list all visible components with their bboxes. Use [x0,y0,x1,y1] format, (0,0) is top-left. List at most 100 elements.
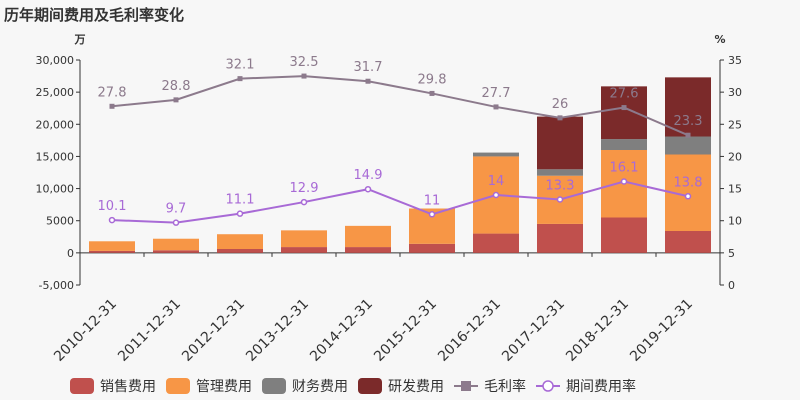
legend-swatch [358,378,382,394]
line-2-data-label: 16.1 [610,161,639,176]
legend-item-2[interactable]: 管理费用 [166,378,252,395]
legend-label: 财务费用 [292,379,348,395]
left-tick-label: 15,000 [36,150,75,163]
left-tick-label: 25,000 [36,86,75,99]
bar-1-2016-12-31 [473,233,519,253]
right-tick-label: 15 [728,183,742,196]
line-1-data-label: 27.8 [98,85,127,100]
legend-label: 毛利率 [484,378,526,395]
right-tick-label: 30 [728,86,742,99]
line-2-point [556,196,564,203]
line-2-point [236,210,244,217]
category-label: 2013-12-31 [243,296,312,365]
line-1-point [621,105,627,111]
category-label: 2012-12-31 [179,296,248,365]
line-1-point [557,115,563,121]
line-1-point [429,90,435,96]
line-2-point [364,185,372,193]
bar-4-2017-12-31 [537,116,583,170]
category-label: 2011-12-31 [115,296,184,365]
bar-2-2014-12-31 [345,225,391,248]
line-2 [111,180,689,224]
line-2-data-label: 11 [424,193,441,208]
line-1-point [365,78,371,84]
legend-label: 销售费用 [100,379,156,395]
line-1-point [173,97,179,103]
bar-1-2017-12-31 [537,223,583,253]
legend-circle-marker [542,380,554,392]
line-1-data-label: 31.7 [354,60,383,75]
legend-label: 研发费用 [388,379,444,395]
bar-3-2017-12-31 [537,169,583,176]
right-tick-label: 20 [728,150,742,163]
bars [89,77,711,253]
line-1 [111,75,689,137]
line-2-point [428,211,436,218]
right-tick-label: 5 [728,247,735,260]
line-2-point [172,219,180,226]
bar-2-2013-12-31 [281,230,327,248]
right-tick-label: 10 [728,215,742,228]
bar-1-2013-12-31 [281,247,327,253]
right-tick-label: 25 [728,118,742,131]
legend-square-marker [461,381,471,391]
category-label: 2019-12-31 [627,296,696,365]
bar-1-2010-12-31 [89,250,135,253]
line-1-point [685,132,691,138]
bar-1-2015-12-31 [409,243,455,253]
left-tick-label: 20,000 [36,118,75,131]
bar-1-2014-12-31 [345,247,391,253]
left-axis-unit: 万 [74,33,86,46]
line-2-point [492,191,500,199]
line-2-data-label: 9.7 [166,202,187,217]
line-2-data-label: 13.3 [546,179,575,194]
category-label: 2017-12-31 [499,296,568,365]
legend-swatch [262,378,286,394]
bar-2-2010-12-31 [89,241,135,251]
line-2-data-label: 14.9 [354,168,383,183]
category-label: 2015-12-31 [371,296,440,365]
line-2-data-label: 13.8 [674,175,703,190]
line-2-point [620,178,628,185]
legend-swatch [166,378,190,394]
bar-2-2011-12-31 [153,238,199,251]
line-1-data-label: 27.6 [610,87,639,102]
category-label: 2014-12-31 [307,296,376,365]
chart-title: 历年期间费用及毛利率变化 [4,6,184,24]
bar-4-2018-12-31 [601,86,647,140]
category-label: 2016-12-31 [435,296,504,365]
bar-2-2012-12-31 [217,234,263,249]
data-labels: 27.8 28.8 32.1 32.5 31.7 29.8 27.7 26 27.6 23.3 10… [98,55,703,217]
line-1-point [109,103,115,109]
legend[interactable]: 销售费用 管理费用 财务费用 研发费用 毛利率 期间费用率 [70,378,636,395]
left-tick-label: 10,000 [36,183,75,196]
left-tick-label: 0 [67,247,74,260]
line-1-point [493,104,499,110]
line-1-data-label: 23.3 [674,114,703,129]
legend-item-3[interactable]: 财务费用 [262,378,348,395]
legend-item-4[interactable]: 研发费用 [358,378,444,395]
right-axis-unit: % [714,33,725,46]
line-1-data-label: 28.8 [162,79,191,94]
bar-3-2018-12-31 [601,139,647,150]
line-1-data-label: 32.1 [226,58,255,73]
line-1-point [301,73,307,79]
legend-label: 期间费用率 [566,378,636,395]
category-label: 2010-12-31 [51,296,120,365]
line-2-data-label: 12.9 [290,181,319,196]
line-2-data-label: 11.1 [226,193,255,208]
bar-1-2011-12-31 [153,250,199,253]
legend-item-1[interactable]: 销售费用 [70,378,156,395]
right-tick-label: 0 [728,279,735,292]
line-2-data-label: 10.1 [98,199,127,214]
line-2-data-label: 14 [488,174,505,189]
line-1-data-label: 32.5 [290,55,319,70]
bar-1-2012-12-31 [217,249,263,253]
line-2-point [300,198,308,206]
legend-item-5[interactable]: 毛利率 [454,378,526,395]
left-tick-label: -5,000 [39,279,74,292]
line-1-data-label: 29.8 [418,72,447,87]
bar-1-2018-12-31 [601,217,647,253]
legend-item-6[interactable]: 期间费用率 [536,378,636,395]
